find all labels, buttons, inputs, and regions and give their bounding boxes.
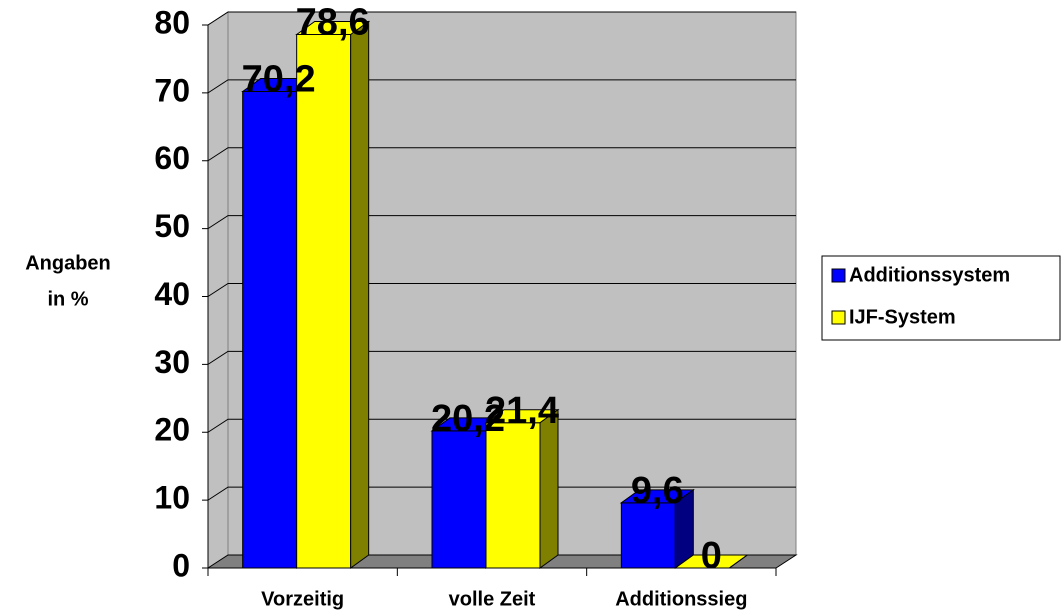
y-tick-label: 10	[154, 480, 190, 516]
x-tick-label: Vorzeitig	[261, 588, 344, 610]
x-tick-label: Additionssieg	[615, 588, 747, 610]
y-tick-label: 80	[154, 4, 190, 40]
x-tick-label: volle Zeit	[449, 588, 536, 610]
y-tick-label: 0	[172, 547, 190, 583]
y-tick-label: 20	[154, 412, 190, 448]
y-tick-label: 70	[154, 72, 190, 108]
legend-swatch	[831, 310, 846, 325]
grid-line	[207, 11, 796, 26]
y-axis-label: Angaben	[25, 252, 111, 274]
legend-label: IJF-System	[849, 306, 956, 328]
legend-swatch	[831, 268, 846, 283]
data-label: 9,6	[631, 470, 684, 512]
bar-side	[729, 554, 748, 569]
data-label: 21,4	[485, 390, 559, 432]
bar-front	[242, 91, 298, 569]
grid-line	[207, 283, 796, 297]
data-label: 20,2	[431, 398, 505, 440]
bar-side	[350, 20, 370, 569]
y-tick-label: 30	[154, 344, 190, 380]
y-tick-label: 50	[154, 208, 190, 244]
y-tick-label: 40	[154, 276, 190, 312]
bar-front	[485, 422, 541, 569]
data-label: 70,2	[242, 59, 316, 101]
grid-line	[207, 147, 796, 162]
grid-line	[207, 486, 796, 501]
grid-line	[207, 215, 796, 230]
data-label: 78,6	[296, 2, 370, 44]
data-label: 0	[701, 535, 722, 577]
bar-front	[431, 430, 487, 569]
y-axis-label: in %	[47, 288, 88, 310]
bar-front	[620, 502, 676, 569]
bar-side	[539, 408, 559, 569]
grid-line	[207, 350, 796, 365]
legend-label: Additionssystem	[849, 264, 1010, 286]
legend-box	[821, 255, 1061, 341]
bar-front	[296, 34, 352, 569]
y-tick-label: 60	[154, 140, 190, 176]
grid-line	[207, 79, 796, 94]
grid-line	[207, 418, 796, 433]
